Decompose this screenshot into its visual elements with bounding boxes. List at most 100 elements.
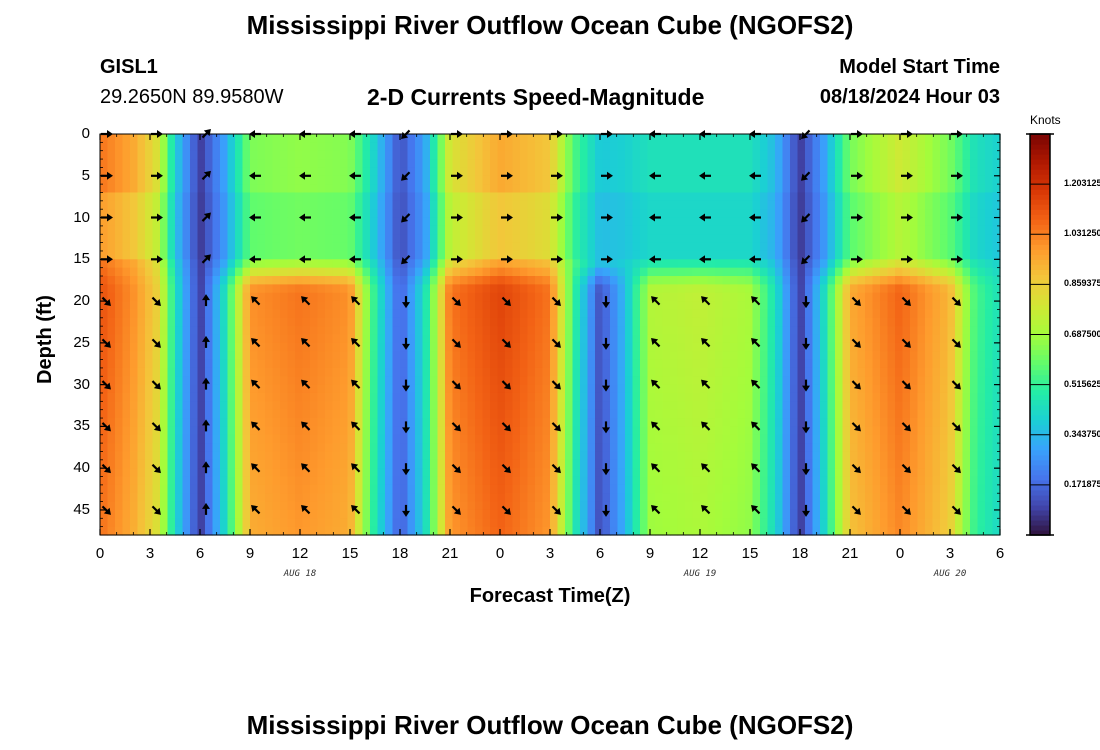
- heatmap-cell: [640, 334, 649, 344]
- heatmap-cell: [302, 518, 311, 528]
- heatmap-cell: [137, 509, 146, 519]
- heatmap-cell: [227, 351, 236, 361]
- heatmap-cell: [392, 234, 401, 244]
- heatmap-cell: [377, 250, 386, 260]
- heatmap-cell: [467, 451, 476, 461]
- heatmap-cell: [347, 192, 356, 202]
- heatmap-cell: [512, 409, 521, 419]
- heatmap-cell: [302, 376, 311, 386]
- heatmap-cell: [827, 276, 836, 285]
- heatmap-cell: [295, 276, 304, 285]
- heatmap-cell: [700, 509, 709, 519]
- heatmap-cell: [295, 167, 304, 177]
- heatmap-cell: [370, 334, 379, 344]
- heatmap-cell: [655, 526, 664, 536]
- heatmap-cell: [647, 342, 656, 352]
- heatmap-cell: [827, 459, 836, 469]
- heatmap-cell: [130, 225, 139, 235]
- heatmap-cell: [152, 426, 161, 436]
- heatmap-cell: [452, 134, 461, 143]
- heatmap-cell: [317, 443, 326, 453]
- heatmap-cell: [752, 142, 761, 152]
- heatmap-cell: [175, 225, 184, 235]
- heatmap-cell: [392, 367, 401, 377]
- heatmap-cell: [175, 401, 184, 411]
- heatmap-cell: [340, 443, 349, 453]
- heatmap-cell: [332, 484, 341, 494]
- heatmap-cell: [692, 200, 701, 210]
- heatmap-cell: [460, 259, 469, 269]
- heatmap-cell: [737, 451, 746, 461]
- heatmap-cell: [677, 301, 686, 311]
- heatmap-cell: [175, 150, 184, 160]
- heatmap-cell: [557, 301, 566, 311]
- heatmap-cell: [700, 267, 709, 277]
- heatmap-cell: [670, 250, 679, 260]
- heatmap-cell: [460, 301, 469, 311]
- heatmap-cell: [527, 276, 536, 285]
- heatmap-cell: [325, 209, 334, 219]
- heatmap-cell: [287, 501, 296, 511]
- heatmap-cell: [325, 142, 334, 152]
- heatmap-cell: [632, 392, 641, 402]
- heatmap-cell: [715, 276, 724, 285]
- heatmap-cell: [692, 459, 701, 469]
- heatmap-cell: [145, 351, 154, 361]
- heatmap-cell: [580, 342, 589, 352]
- heatmap-cell: [190, 359, 199, 369]
- heatmap-cell: [437, 292, 446, 302]
- heatmap-cell: [580, 392, 589, 402]
- heatmap-cell: [332, 301, 341, 311]
- heatmap-cell: [520, 142, 529, 152]
- heatmap-cell: [850, 184, 859, 194]
- heatmap-cell: [310, 167, 319, 177]
- heatmap-cell: [325, 250, 334, 260]
- heatmap-cell: [835, 493, 844, 503]
- heatmap-cell: [130, 276, 139, 285]
- heatmap-cell: [632, 484, 641, 494]
- heatmap-cell: [490, 326, 499, 336]
- heatmap-cell: [362, 259, 371, 269]
- heatmap-cell: [475, 409, 484, 419]
- heatmap-cell: [392, 484, 401, 494]
- heatmap-cell: [272, 418, 281, 427]
- heatmap-cell: [700, 392, 709, 402]
- heatmap-cell: [857, 434, 866, 444]
- heatmap-cell: [797, 326, 806, 336]
- heatmap-cell: [467, 209, 476, 219]
- heatmap-cell: [782, 401, 791, 411]
- heatmap-cell: [340, 309, 349, 319]
- heatmap-cell: [490, 217, 499, 227]
- heatmap-cell: [122, 342, 131, 352]
- heatmap-cell: [655, 134, 664, 143]
- heatmap-cell: [370, 234, 379, 244]
- heatmap-cell: [572, 426, 581, 436]
- heatmap-cell: [647, 351, 656, 361]
- heatmap-cell: [557, 334, 566, 344]
- heatmap-cell: [850, 267, 859, 277]
- heatmap-cell: [460, 376, 469, 386]
- heatmap-cell: [145, 192, 154, 202]
- heatmap-cell: [520, 476, 529, 486]
- heatmap-cell: [625, 250, 634, 260]
- heatmap-cell: [265, 351, 274, 361]
- heatmap-cell: [302, 309, 311, 319]
- heatmap-cell: [625, 342, 634, 352]
- heatmap-cell: [685, 200, 694, 210]
- heatmap-cell: [227, 234, 236, 244]
- heatmap-cell: [310, 451, 319, 461]
- heatmap-cell: [835, 334, 844, 344]
- heatmap-cell: [535, 192, 544, 202]
- heatmap-cell: [767, 376, 776, 386]
- heatmap-cell: [107, 292, 116, 302]
- heatmap-cell: [235, 250, 244, 260]
- heatmap-cell: [812, 209, 821, 219]
- heatmap-cell: [242, 392, 251, 402]
- heatmap-cell: [272, 217, 281, 227]
- heatmap-cell: [235, 518, 244, 528]
- heatmap-cell: [737, 200, 746, 210]
- heatmap-cell: [490, 418, 499, 427]
- heatmap-cell: [310, 401, 319, 411]
- heatmap-cell: [422, 150, 431, 160]
- heatmap-cell: [220, 342, 229, 352]
